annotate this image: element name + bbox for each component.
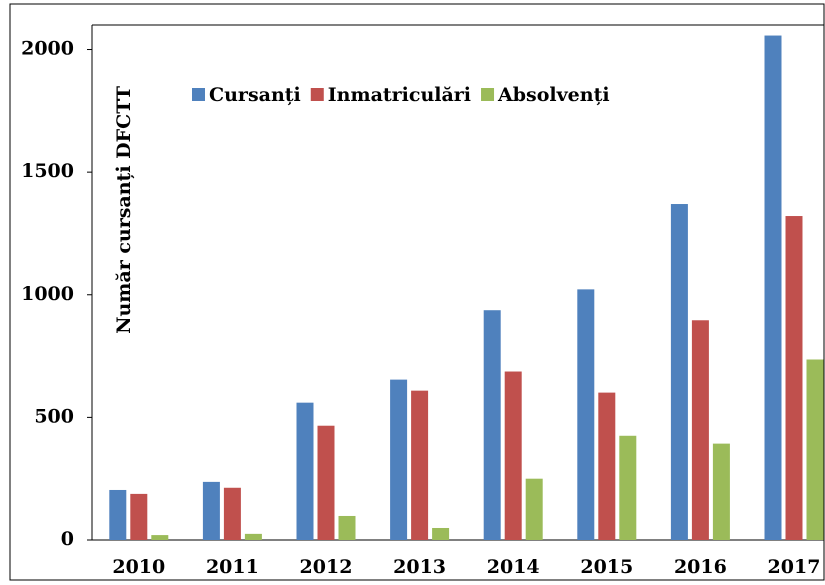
bar: [504, 371, 522, 540]
bar: [244, 533, 262, 540]
bar: [338, 515, 356, 540]
bar: [432, 527, 450, 540]
x-tick-label: 2015: [580, 556, 633, 578]
legend-swatch: [481, 88, 495, 101]
bar: [670, 204, 688, 540]
x-tick-label: 2013: [393, 556, 446, 578]
bar: [202, 481, 220, 540]
bar: [390, 379, 408, 540]
bar: [109, 489, 127, 540]
legend-swatch: [192, 88, 205, 101]
y-tick-label: 500: [34, 405, 74, 427]
bar: [806, 359, 824, 540]
bar: [151, 535, 169, 540]
legend-swatch: [310, 88, 324, 101]
y-axis-label: Număr cursanți DFCTT: [113, 86, 135, 334]
bar: [223, 487, 241, 540]
x-tick-label: 2010: [112, 556, 165, 578]
bar: [577, 289, 595, 540]
legend-label: Cursanți: [209, 84, 301, 106]
y-tick-label: 1500: [21, 160, 74, 182]
x-tick-label: 2016: [674, 556, 727, 578]
x-tick-label: 2011: [206, 556, 259, 578]
bar: [296, 402, 314, 540]
bar: [785, 216, 803, 541]
bar: [411, 390, 429, 540]
bar: [712, 443, 730, 540]
legend-label: Inmatriculări: [328, 84, 471, 106]
bar: [483, 310, 501, 540]
bar: [525, 478, 543, 540]
bar: [764, 35, 782, 541]
bar: [619, 435, 637, 540]
x-tick-label: 2014: [487, 556, 540, 578]
y-tick-label: 1000: [21, 283, 74, 305]
x-tick-label: 2012: [300, 556, 353, 578]
chart-frame: [9, 3, 825, 581]
x-tick-label: 2017: [768, 556, 821, 578]
bar: [691, 320, 709, 540]
bar: [130, 493, 148, 540]
bar: [598, 392, 616, 540]
legend-label: Absolvenți: [497, 84, 610, 106]
y-tick-label: 0: [61, 528, 74, 550]
y-tick-label: 2000: [21, 38, 74, 60]
bar: [317, 425, 335, 540]
